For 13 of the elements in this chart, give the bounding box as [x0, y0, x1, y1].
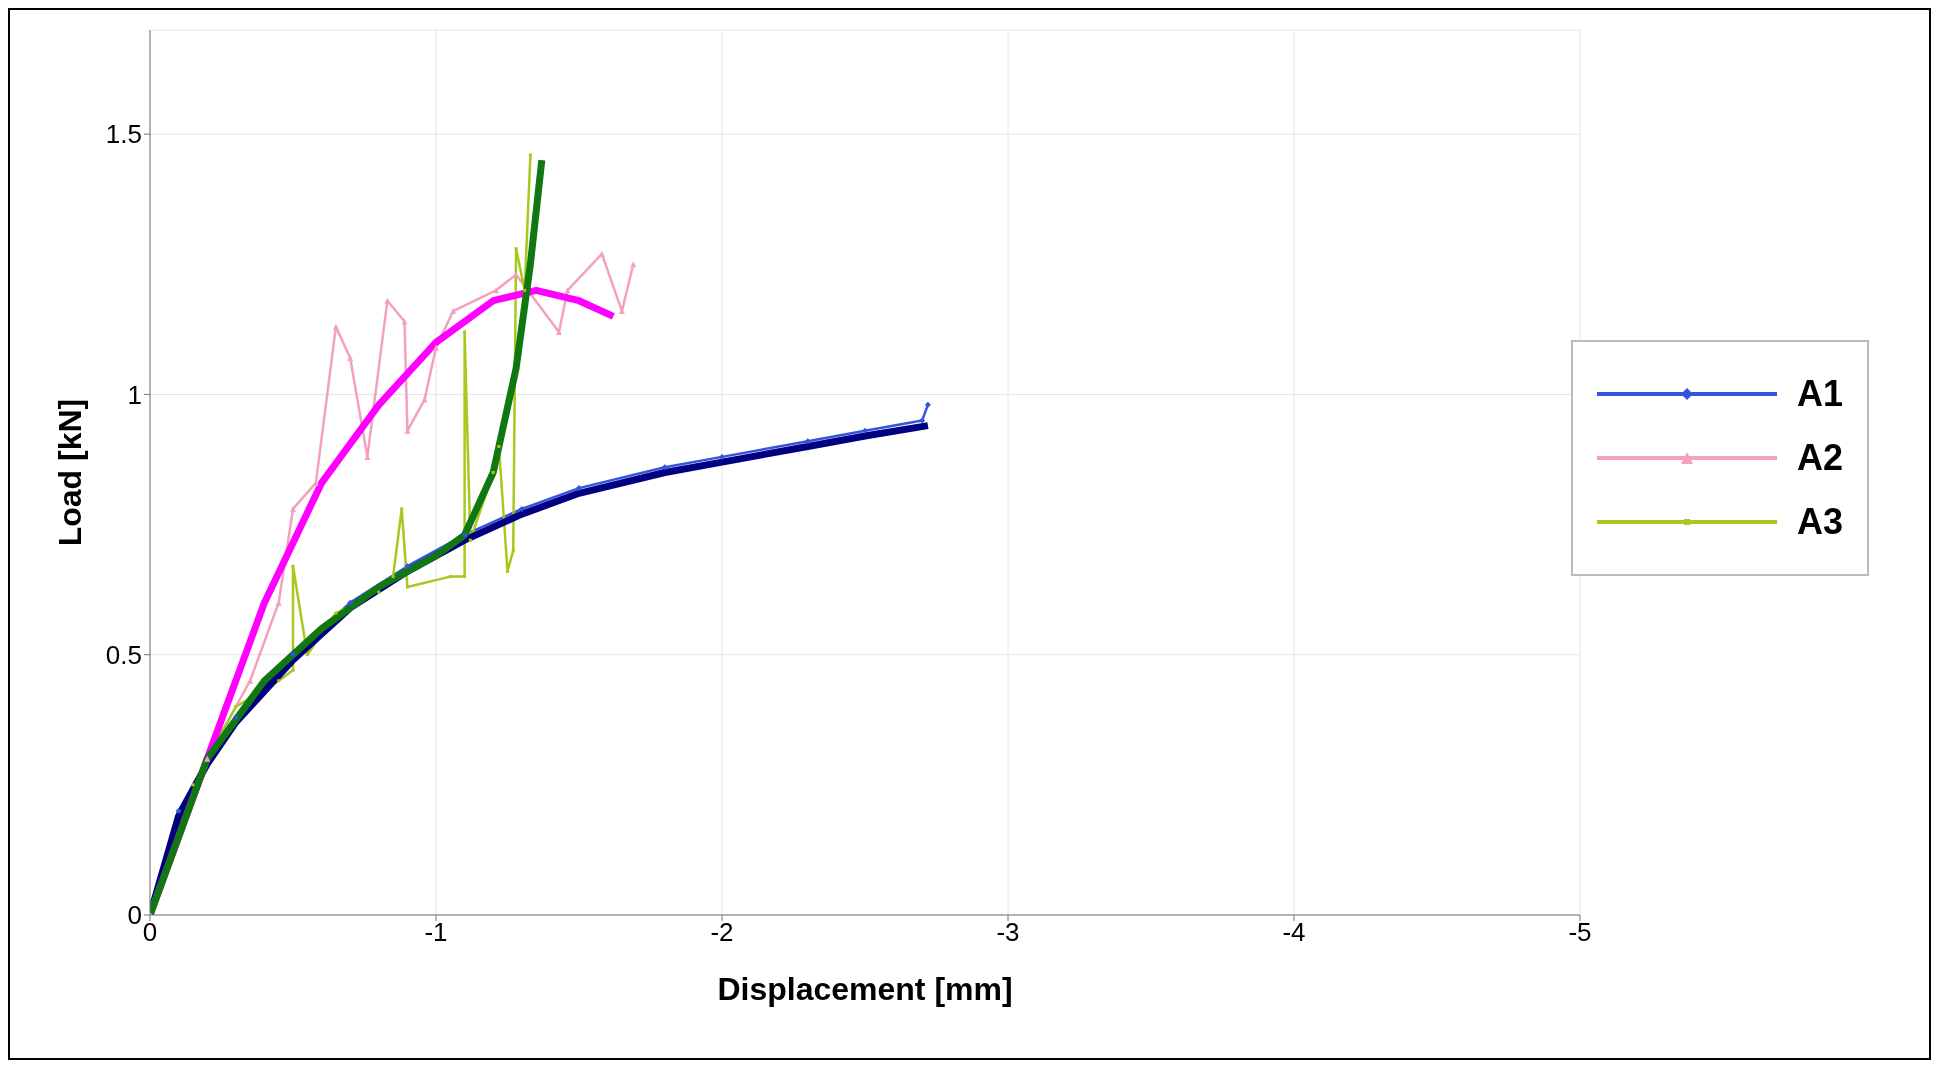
y-tick-label: 1.5 — [105, 119, 142, 150]
legend-label: A3 — [1796, 501, 1843, 543]
y-tick-label: 1 — [127, 379, 142, 410]
legend-label: A1 — [1796, 373, 1843, 415]
y-axis-title: Load [kN] — [52, 398, 89, 547]
x-tick-label: -3 — [996, 917, 1020, 948]
x-tick-label: -4 — [1282, 917, 1306, 948]
x-tick-label: -2 — [710, 917, 734, 948]
x-tick-label: -5 — [1568, 917, 1592, 948]
x-tick-label: -1 — [424, 917, 448, 948]
y-tick-label: 0.5 — [105, 639, 142, 670]
x-axis-title: Displacement [mm] — [717, 971, 1013, 1007]
legend-label: A2 — [1796, 437, 1843, 479]
